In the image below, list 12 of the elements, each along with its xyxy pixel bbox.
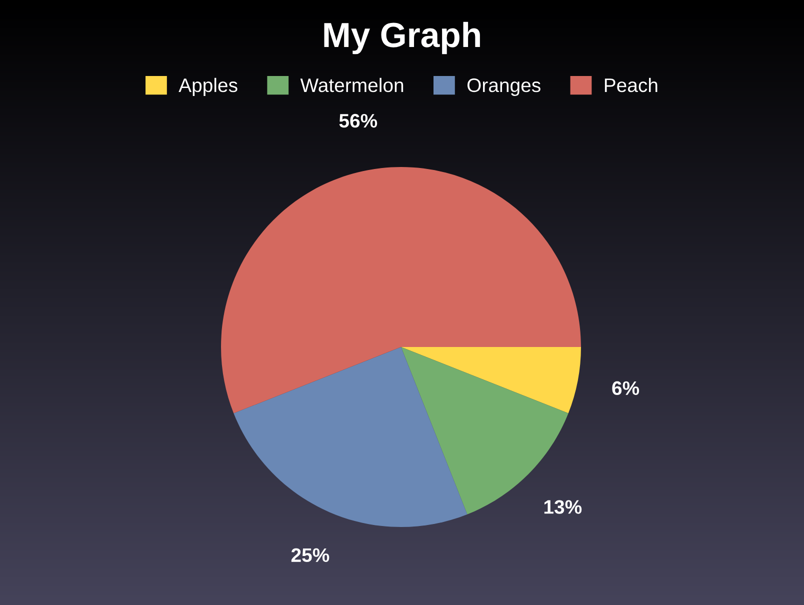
pie-slice	[401, 347, 581, 414]
legend-label: Watermelon	[300, 78, 404, 92]
data-label: 25%	[291, 548, 330, 562]
chart-title: My Graph	[324, 22, 480, 54]
data-label: 6%	[612, 381, 640, 396]
pie-slice	[234, 347, 468, 527]
pie-slice	[221, 167, 581, 414]
legend-label: Peach	[604, 78, 658, 92]
data-label: 13%	[544, 500, 582, 514]
legend-label: Oranges	[467, 78, 540, 96]
legend-label: Apples	[178, 78, 238, 96]
data-label: 56%	[339, 114, 378, 128]
